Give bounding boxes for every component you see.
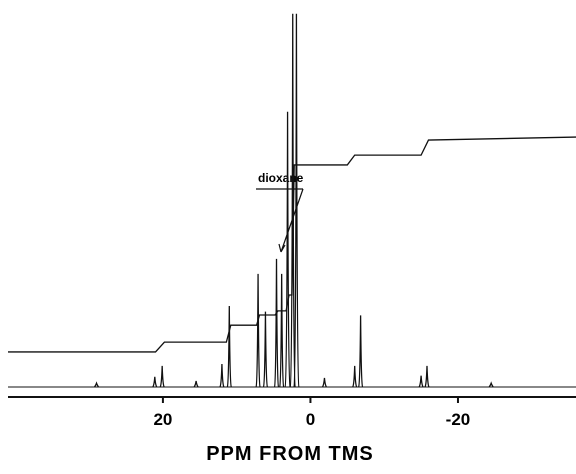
peak [418, 375, 424, 388]
peak [273, 258, 280, 388]
x-tick-label: 20 [153, 410, 172, 429]
peak [424, 365, 430, 388]
peak [321, 377, 328, 388]
x-tick-label: -20 [446, 410, 471, 429]
peak [226, 305, 232, 388]
peak [255, 273, 261, 388]
peak [488, 381, 494, 388]
x-axis-label: PPM FROM TMS [206, 443, 374, 465]
peak [93, 381, 100, 388]
peak [293, 13, 300, 388]
peak [152, 376, 158, 388]
peak [284, 111, 291, 388]
annotation-arrow [278, 188, 304, 253]
peak [159, 365, 165, 388]
peak [352, 365, 358, 388]
peak [219, 363, 225, 388]
peak [193, 380, 199, 388]
peak [289, 13, 296, 388]
integral-curve [8, 136, 576, 353]
peak [279, 273, 285, 388]
x-tick-label: 0 [306, 410, 315, 429]
peak [357, 315, 364, 388]
peak [262, 311, 269, 388]
